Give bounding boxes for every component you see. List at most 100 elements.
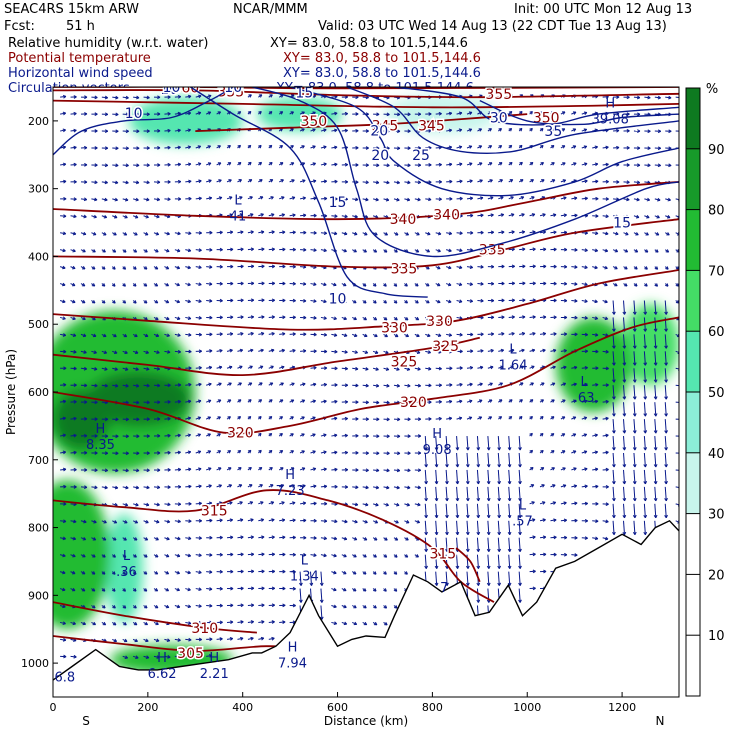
vector-head-161 [102, 554, 106, 558]
vector-1168 [424, 554, 427, 569]
vector-head-904 [343, 299, 347, 304]
vector-head-649 [261, 281, 265, 286]
vector-head-662 [260, 501, 264, 505]
terrain-fill [53, 520, 679, 697]
vector-head-727 [280, 484, 285, 488]
vector-1222 [445, 486, 448, 501]
vector-head-1178 [437, 231, 442, 236]
vector-head-520 [219, 332, 223, 337]
vector-head-1613 [594, 145, 598, 150]
vector-head-1688 [612, 514, 616, 519]
vector-head-873 [333, 316, 337, 321]
vector-head-240 [135, 197, 139, 202]
vector-head-199 [113, 638, 118, 643]
vector-head-832 [323, 145, 327, 150]
vector-head-83 [83, 350, 87, 354]
vector-head-691 [268, 432, 273, 437]
x-axis-label: Distance (km) [324, 714, 408, 728]
vector-head-629 [249, 501, 254, 505]
vector-head-889 [333, 587, 337, 592]
vector-head-652 [260, 331, 265, 336]
vector-head-1236 [459, 231, 463, 235]
vector-1220 [445, 452, 448, 468]
vector-head-709 [280, 179, 284, 183]
terrain [53, 519, 679, 697]
vector-head-1607 [584, 501, 588, 506]
wind-contour-25-4 [346, 87, 679, 154]
vector-head-561 [228, 467, 232, 471]
vector-1705 [623, 351, 626, 366]
vector-head-1725 [634, 249, 639, 253]
vector-head-526 [217, 433, 221, 437]
vector-head-44 [72, 265, 76, 270]
vector-head-831 [323, 128, 327, 133]
vector-head-1556 [572, 111, 577, 115]
vector-head-1502 [551, 162, 555, 166]
vector-head-1109 [405, 537, 409, 541]
vector-head-1687 [612, 497, 616, 502]
vector-head-781 [303, 315, 307, 320]
vector-head-616 [250, 281, 255, 286]
vector-head-1513 [552, 348, 557, 353]
vector-head-1548 [561, 450, 566, 454]
vector-head-187 [115, 434, 119, 439]
vector-head-1213 [448, 333, 453, 337]
vector-head-1733 [632, 396, 637, 400]
vector-head-1499 [551, 111, 555, 115]
vector-head-825 [313, 536, 317, 540]
vector-head-862 [333, 128, 338, 133]
colorbar-bin-3 [686, 452, 700, 514]
vector-head-88 [83, 433, 88, 438]
vector-head-1722 [636, 197, 640, 202]
y-tick-label-6: 800 [28, 522, 49, 535]
vector-head-1292 [479, 179, 483, 183]
vector-head-1294 [480, 213, 484, 218]
vector-head-23 [63, 484, 67, 489]
vector-head-1561 [573, 196, 578, 201]
vector-head-1003 [374, 350, 379, 355]
vector-head-172 [114, 180, 119, 185]
vector-head-788 [301, 433, 305, 437]
vector-head-1404 [507, 531, 512, 536]
vector-head-1009 [376, 451, 380, 456]
rh-region-1 [105, 514, 144, 623]
vector-head-481 [209, 248, 213, 252]
vector-head-1673 [614, 248, 619, 253]
vector-head-1305 [479, 399, 483, 403]
vector-head-426 [187, 467, 192, 472]
vector-head-1669 [616, 180, 620, 184]
vector-head-1031 [383, 283, 387, 287]
vector-head-314 [154, 299, 159, 304]
vector-head-1016 [373, 571, 377, 575]
vector-head-1726 [634, 266, 638, 270]
vector-head-167 [115, 95, 119, 100]
vector-head-1029 [383, 249, 388, 253]
vector-head-529 [218, 484, 222, 488]
vector-head-1366 [499, 382, 503, 386]
vector-head-580 [240, 230, 244, 235]
vector-head-1553 [563, 535, 568, 540]
vector-head-948 [354, 502, 359, 507]
vector-head-1111 [404, 571, 408, 575]
vector-head-128 [92, 554, 96, 558]
vector-head-1307 [476, 447, 481, 451]
vector-head-1048 [383, 571, 387, 575]
vector-1371 [497, 469, 500, 484]
vector-head-1293 [479, 196, 484, 200]
vector-1806 [664, 300, 667, 315]
vector-1763 [643, 452, 646, 468]
vector-head-1102 [407, 417, 411, 422]
vector-head-1222 [445, 497, 449, 502]
vector-head-594 [238, 467, 242, 471]
vector-head-1258 [468, 111, 473, 115]
vector-head-141 [103, 214, 108, 219]
vector-head-234 [136, 95, 140, 100]
vector-head-1456 [529, 399, 534, 403]
vector-head-337 [167, 111, 171, 116]
vector-head-542 [227, 145, 231, 149]
vector-head-318 [156, 366, 161, 371]
vector-head-174 [113, 215, 118, 219]
vector-head-602 [240, 603, 244, 608]
vector-head-680 [271, 247, 275, 252]
vector-head-821 [312, 467, 317, 471]
